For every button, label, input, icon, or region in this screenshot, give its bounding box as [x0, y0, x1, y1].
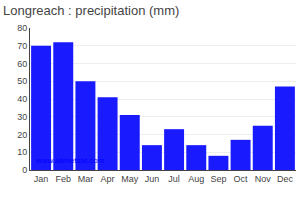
svg-text:Dec: Dec: [277, 174, 294, 184]
svg-text:70: 70: [17, 41, 27, 51]
svg-text:www.allmetsat.com: www.allmetsat.com: [35, 156, 105, 165]
svg-text:10: 10: [17, 147, 27, 157]
svg-text:Jul: Jul: [168, 174, 180, 184]
svg-text:Nov: Nov: [255, 174, 272, 184]
svg-text:Longreach : precipitation (mm): Longreach : precipitation (mm): [3, 3, 179, 18]
svg-text:Mar: Mar: [78, 174, 94, 184]
svg-text:20: 20: [17, 130, 27, 140]
svg-text:60: 60: [17, 59, 27, 69]
svg-text:0: 0: [22, 165, 27, 175]
svg-text:Aug: Aug: [188, 174, 204, 184]
svg-text:40: 40: [17, 94, 27, 104]
svg-text:Apr: Apr: [101, 174, 115, 184]
svg-text:Jun: Jun: [145, 174, 160, 184]
svg-text:May: May: [121, 174, 139, 184]
svg-text:Oct: Oct: [234, 174, 249, 184]
svg-text:50: 50: [17, 76, 27, 86]
svg-text:Sep: Sep: [210, 174, 226, 184]
svg-text:30: 30: [17, 112, 27, 122]
svg-text:Feb: Feb: [55, 174, 71, 184]
svg-text:80: 80: [17, 23, 27, 33]
svg-text:Jan: Jan: [34, 174, 49, 184]
